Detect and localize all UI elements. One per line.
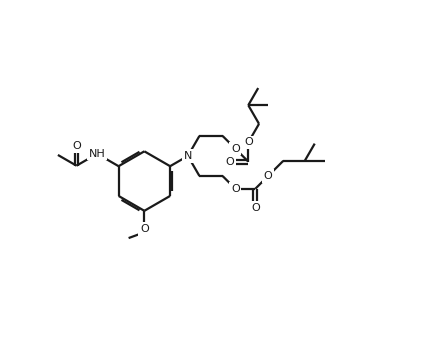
Text: O: O: [72, 141, 81, 151]
Text: O: O: [264, 171, 273, 181]
Text: O: O: [244, 137, 253, 147]
Text: NH: NH: [89, 149, 105, 159]
Text: O: O: [231, 144, 240, 154]
Text: O: O: [226, 157, 234, 166]
Text: O: O: [251, 203, 260, 213]
Text: O: O: [140, 224, 149, 234]
Text: N: N: [184, 151, 192, 161]
Text: O: O: [231, 184, 240, 194]
